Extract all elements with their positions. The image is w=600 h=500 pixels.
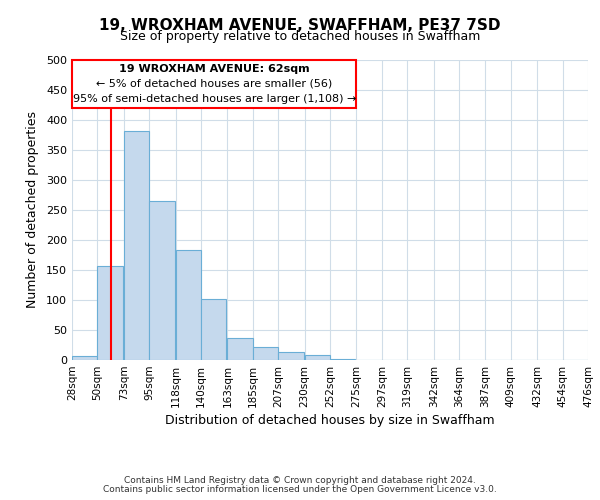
Bar (330, 359, 355, 360)
Text: 19, WROXHAM AVENUE, SWAFFHAM, PE37 7SD: 19, WROXHAM AVENUE, SWAFFHAM, PE37 7SD (99, 18, 501, 32)
Bar (201, 299, 226, 360)
FancyBboxPatch shape (72, 60, 356, 108)
Text: ← 5% of detached houses are smaller (56): ← 5% of detached houses are smaller (56) (96, 79, 332, 89)
Text: Contains public sector information licensed under the Open Government Licence v3: Contains public sector information licen… (103, 485, 497, 494)
Bar (72, 356, 97, 360)
Text: 95% of semi-detached houses are larger (1,108) →: 95% of semi-detached houses are larger (… (73, 94, 356, 104)
X-axis label: Distribution of detached houses by size in Swaffham: Distribution of detached houses by size … (165, 414, 495, 427)
Bar (149, 201, 175, 360)
Bar (227, 338, 253, 360)
Text: Size of property relative to detached houses in Swaffham: Size of property relative to detached ho… (120, 30, 480, 43)
Text: Contains HM Land Registry data © Crown copyright and database right 2024.: Contains HM Land Registry data © Crown c… (124, 476, 476, 485)
Bar (124, 132, 149, 360)
Bar (305, 355, 330, 360)
Bar (253, 347, 278, 360)
Bar (278, 352, 304, 360)
Y-axis label: Number of detached properties: Number of detached properties (26, 112, 39, 308)
Text: 19 WROXHAM AVENUE: 62sqm: 19 WROXHAM AVENUE: 62sqm (119, 64, 310, 74)
Bar (97, 266, 122, 360)
Bar (176, 250, 201, 360)
